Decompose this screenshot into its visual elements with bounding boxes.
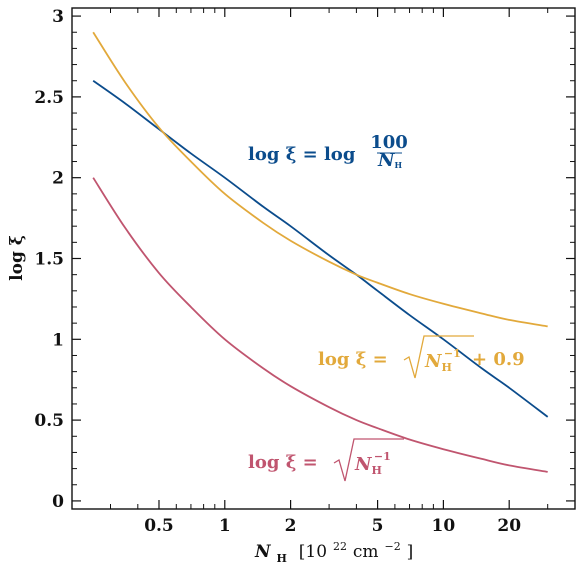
y-tick-label: 1 xyxy=(52,330,64,350)
x-axis-title: N H [10 22 cm −2 ] xyxy=(254,535,413,567)
annotation-red-radical xyxy=(333,438,404,482)
y-tick-label: 0.5 xyxy=(34,411,64,431)
series-line-blue xyxy=(92,79,549,418)
x-axis-title-unit-post: cm xyxy=(353,542,379,562)
annotation-red: log ξ = NH−1 xyxy=(248,438,404,482)
x-tick-label: 5 xyxy=(372,516,384,536)
y-axis-title: log ξ xyxy=(7,235,27,281)
x-tick-label: 1 xyxy=(219,516,231,536)
annotation-blue-denominator: NH xyxy=(377,150,402,171)
annotation-red-radicand: NH−1 xyxy=(354,450,391,477)
series-layer xyxy=(92,31,549,473)
y-tick-label: 1.5 xyxy=(34,250,64,270)
y-tick-label: 0 xyxy=(52,492,64,512)
y-tick-label: 2.5 xyxy=(34,88,64,108)
annotation-blue-lhs: log ξ = log xyxy=(248,144,356,165)
x-tick-label: 20 xyxy=(497,516,521,536)
annotation-red-lhs: log ξ = xyxy=(248,452,318,473)
x-axis-title-unit-exp: 22 xyxy=(333,540,347,553)
series-line-red xyxy=(92,177,548,473)
annotation-orange-rhs: + 0.9 xyxy=(472,349,525,370)
annotation-orange-radicand: NH−1 xyxy=(424,347,461,374)
annotation-blue: log ξ = log 100 NH xyxy=(248,132,408,171)
series-line-orange xyxy=(92,31,548,328)
y-tick-label: 3 xyxy=(52,7,64,27)
x-tick-label: 2 xyxy=(285,516,297,536)
annotation-orange-radical xyxy=(403,335,474,379)
plot-frame xyxy=(71,7,576,510)
x-tick-label: 0.5 xyxy=(144,516,174,536)
y-tick-label: 2 xyxy=(52,169,64,189)
x-axis-title-unit-pre: [10 xyxy=(299,542,327,562)
x-axis-title-unit-exp2: −2 xyxy=(384,540,400,553)
x-axis-title-sub: H xyxy=(276,552,286,565)
labels-layer: 0.5 1 2 5 10 20 0 0.5 1 1.5 2 2.5 3 xyxy=(34,7,521,536)
annotation-orange-lhs: log ξ = xyxy=(318,349,388,370)
x-tick-label: 10 xyxy=(432,516,456,536)
x-axis-title-main: N xyxy=(254,542,272,562)
x-axis-title-unit-close: ] xyxy=(407,542,414,562)
annotation-orange: log ξ = NH−1 + 0.9 xyxy=(318,335,525,379)
annotation-blue-numerator: 100 xyxy=(370,132,408,153)
